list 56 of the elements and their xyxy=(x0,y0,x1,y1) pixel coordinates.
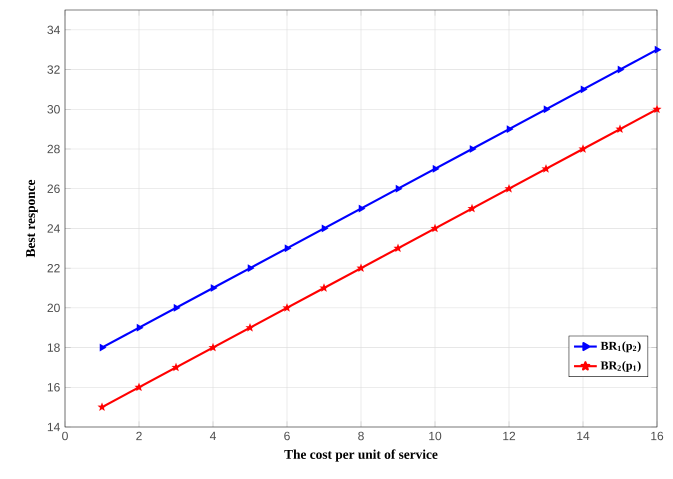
legend-label: BR$_{2}$(p$_{1}$) xyxy=(600,361,641,372)
point xyxy=(394,244,402,252)
x-axis-title: The cost per unit of service xyxy=(284,449,438,462)
y-tick-label: 26 xyxy=(48,184,60,193)
y-tick-label: 28 xyxy=(48,144,60,154)
legend-label: BR$_{1}$(p$_{2}$) xyxy=(600,341,641,352)
y-tick-label: 14 xyxy=(48,422,60,432)
x-tick-label: 6 xyxy=(284,432,290,440)
x-tick-label: 10 xyxy=(429,432,442,440)
x-tick-label: 12 xyxy=(503,432,516,440)
point xyxy=(578,144,588,153)
point xyxy=(616,124,624,133)
point xyxy=(100,344,106,352)
x-tick-label: 4 xyxy=(210,432,216,440)
point xyxy=(358,204,366,212)
point xyxy=(136,324,144,332)
point xyxy=(134,383,144,391)
point xyxy=(282,304,292,312)
point xyxy=(504,184,514,192)
x-tick-label: 16 xyxy=(651,432,664,440)
y-tick-label: 32 xyxy=(47,65,60,74)
x-tick-label: 14 xyxy=(577,432,590,440)
y-tick-label: 16 xyxy=(48,383,60,392)
point xyxy=(246,323,254,332)
x-tick-label: 8 xyxy=(358,432,364,440)
point xyxy=(506,125,514,133)
point xyxy=(468,204,476,212)
point xyxy=(470,145,476,153)
point xyxy=(544,106,550,114)
x-tick-label: 2 xyxy=(136,432,142,440)
point xyxy=(618,66,624,74)
point xyxy=(322,224,328,232)
point xyxy=(248,264,254,272)
point xyxy=(580,86,588,94)
point xyxy=(320,284,328,292)
y-tick-label: 30 xyxy=(47,105,60,114)
point xyxy=(542,164,550,172)
point xyxy=(432,165,440,173)
y-tick-label: 18 xyxy=(48,343,60,352)
point xyxy=(172,363,180,371)
point xyxy=(356,264,366,272)
y-axis-title: Best responce xyxy=(26,180,38,258)
point xyxy=(652,105,662,113)
y-tick-label: 20 xyxy=(48,304,60,312)
y-tick-label: 34 xyxy=(47,26,60,34)
point xyxy=(654,46,662,54)
x-tick-label: 0 xyxy=(62,432,68,440)
y-tick-label: 22 xyxy=(48,264,60,272)
point xyxy=(210,284,218,292)
point xyxy=(98,402,106,411)
point xyxy=(430,224,440,232)
point xyxy=(208,343,218,352)
point xyxy=(284,244,292,252)
point xyxy=(174,304,180,312)
y-tick-label: 24 xyxy=(48,224,60,233)
point xyxy=(396,184,402,192)
